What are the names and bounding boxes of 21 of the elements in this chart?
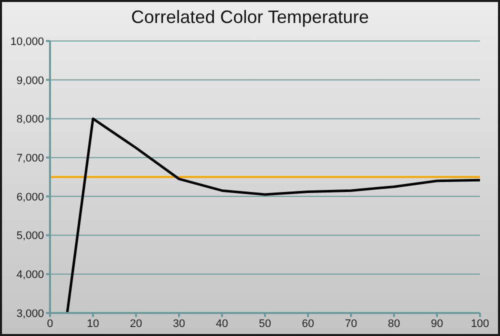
x-tick-label: 30 — [172, 318, 186, 330]
x-tick-label: 90 — [430, 318, 444, 330]
line-series — [66, 117, 480, 313]
y-tick-label: 6,000 — [16, 191, 44, 204]
chart-title: Correlated Color Temperature — [130, 6, 370, 29]
x-tick-label: 100 — [470, 318, 490, 330]
x-tick-label: 80 — [388, 318, 400, 330]
y-tick-label: 7,000 — [16, 152, 44, 164]
x-tick-label: 10 — [86, 318, 100, 330]
y-tick-label: 5,000 — [16, 230, 44, 242]
y-tick-label: 10,000 — [10, 36, 44, 48]
y-tick-label: 8,000 — [16, 114, 44, 126]
y-tick-label: 3,000 — [16, 308, 44, 320]
x-tick-label: 70 — [344, 318, 358, 330]
x-tick-label: 0 — [46, 318, 54, 330]
y-tick-label: 4,000 — [16, 269, 44, 282]
y-tick-label: 9,000 — [16, 74, 44, 87]
x-tick-label: 60 — [302, 318, 314, 330]
x-tick-label: 50 — [258, 318, 272, 330]
x-tick-label: 40 — [216, 318, 228, 330]
x-tick-label: 20 — [130, 318, 142, 330]
